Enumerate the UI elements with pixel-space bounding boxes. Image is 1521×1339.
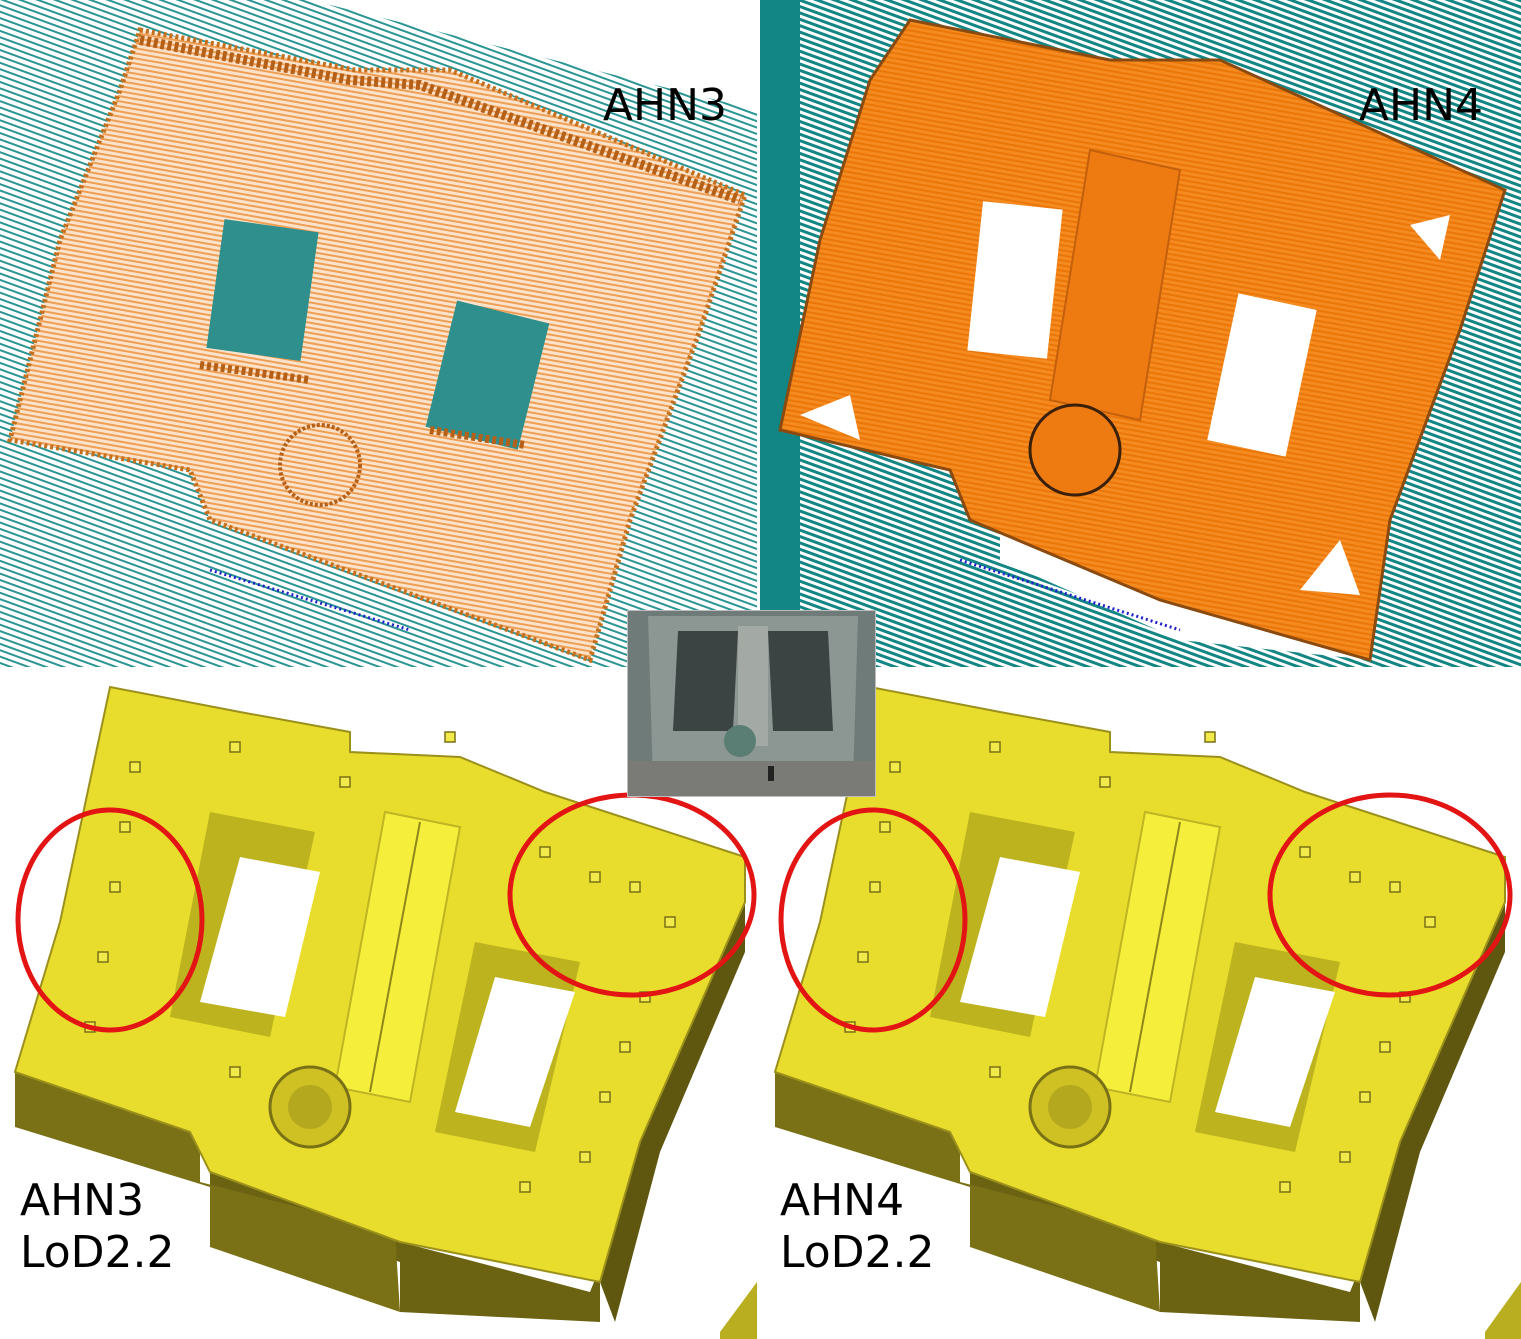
ahn3-lod22-model-image bbox=[13, 685, 757, 1339]
ahn3-point-cloud-panel: AHN3 bbox=[0, 0, 757, 667]
aerial-photo-inset bbox=[627, 610, 876, 797]
ahn3-lod22-label-line1: AHN3 bbox=[20, 1175, 145, 1226]
ahn3-point-cloud-image bbox=[0, 0, 757, 667]
ahn4-lod22-label-line1: AHN4 bbox=[780, 1175, 905, 1226]
aerial-photo-image bbox=[628, 611, 875, 796]
ahn3-lod22-model-panel: AHN3 LoD2.2 bbox=[0, 672, 757, 1339]
ahn4-lod22-model-image bbox=[773, 685, 1521, 1339]
ahn4-point-cloud-image bbox=[760, 0, 1521, 667]
ahn4-lod22-label-line2: LoD2.2 bbox=[780, 1227, 935, 1278]
ahn3-label: AHN3 bbox=[602, 80, 727, 131]
ahn4-lod22-model-panel: AHN4 LoD2.2 bbox=[760, 672, 1521, 1339]
ahn3-lod22-label-line2: LoD2.2 bbox=[20, 1227, 175, 1278]
ahn4-point-cloud-panel: AHN4 bbox=[760, 0, 1521, 667]
ahn4-label: AHN4 bbox=[1358, 80, 1483, 131]
ahn3-lod22-label: AHN3 LoD2.2 bbox=[20, 1175, 175, 1279]
ahn4-lod22-label: AHN4 LoD2.2 bbox=[780, 1175, 935, 1279]
